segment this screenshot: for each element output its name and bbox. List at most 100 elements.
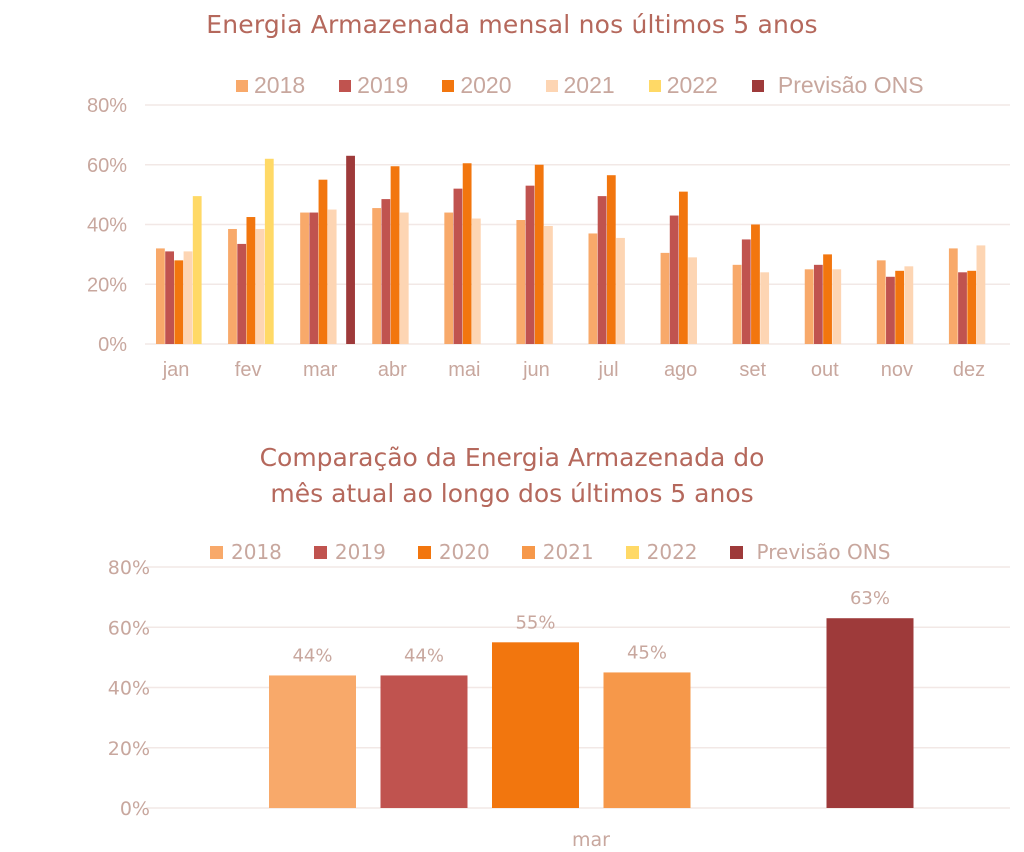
bar-2018-abr [372, 208, 382, 344]
bar-2018-dez [948, 248, 958, 344]
bar-2018-mar [269, 675, 356, 808]
bar-previsao-ons-mar [826, 618, 914, 808]
bar-2018-set [732, 264, 742, 344]
bar-2019-jan [165, 251, 174, 344]
legend-label: Previsão ONS [777, 72, 924, 98]
legend-item-2019: 2019 [339, 72, 408, 99]
bar-2021-mar [327, 209, 337, 344]
x-tick-label: mar [303, 359, 338, 381]
legend-swatch-2020 [442, 79, 455, 92]
legend-label: 2021 [563, 72, 615, 98]
data-label-previsao-ons: 63% [850, 588, 890, 609]
y-tick-label: 40% [87, 215, 127, 237]
legend-label: 2019 [357, 72, 409, 98]
bar-2021-jul [616, 237, 625, 344]
y-tick-label: 0% [98, 334, 127, 356]
legend-label: 2020 [438, 540, 490, 564]
legend-item-previsao-ons: Previsão ONS [751, 72, 924, 99]
bar-2021-jun [544, 225, 553, 344]
data-label-2021: 45% [627, 642, 667, 663]
legend-item-2018: 2018 [210, 540, 282, 564]
bar-2019-dez [958, 272, 967, 344]
x-tick-label: abr [378, 359, 407, 381]
bar-2020-out [823, 254, 832, 344]
bar-2021-mai [471, 218, 481, 344]
data-label-2019: 44% [404, 645, 444, 666]
bar-2019-mar [380, 675, 468, 808]
bar-2019-abr [381, 199, 391, 344]
bar-2020-set [751, 224, 760, 344]
data-label-2018: 44% [292, 645, 332, 666]
bar-2019-fev [237, 243, 247, 344]
bar-2020-mai [462, 163, 472, 344]
x-tick-label: out [811, 359, 839, 381]
legend-swatch-2018 [236, 79, 248, 92]
bar-2021-set [760, 272, 770, 344]
legend-swatch-2021 [521, 545, 535, 559]
y-tick-label: 40% [108, 678, 150, 700]
bar-2022-fev [264, 158, 274, 344]
legend-swatch-previsao-ons [729, 545, 743, 559]
chart2-title: Comparação da Energia Armazenada do mês … [0, 440, 1024, 512]
bar-2020-nov [895, 270, 905, 344]
bar-2020-jul [606, 175, 616, 344]
legend-label: Previsão ONS [756, 540, 891, 564]
y-tick-label: 60% [108, 617, 150, 639]
legend-swatch-2022 [625, 545, 639, 559]
bar-2018-jan [156, 248, 165, 344]
bar-2021-mar [603, 672, 691, 808]
legend-label: 2022 [646, 540, 698, 564]
y-tick-label: 20% [108, 738, 150, 760]
bar-2018-mai [444, 212, 454, 344]
legend-item-previsao-ons: Previsão ONS [729, 540, 891, 564]
y-tick-label: 20% [87, 274, 127, 296]
bar-2021-fev [255, 228, 265, 344]
bar-2020-ago [678, 191, 688, 344]
legend-item-2019: 2019 [313, 540, 386, 564]
legend-label: 2018 [231, 540, 282, 564]
bar-2020-abr [390, 166, 400, 344]
x-tick-label: jun [522, 359, 550, 381]
legend-swatch-2020 [417, 545, 431, 559]
legend-label: 2018 [254, 72, 306, 98]
legend-label: 2021 [542, 540, 594, 564]
x-tick-label: mar [572, 829, 610, 851]
bar-2018-nov [876, 260, 886, 344]
x-tick-label: nov [881, 359, 913, 381]
legend-item-2020: 2020 [417, 540, 490, 564]
x-tick-label: jul [598, 359, 619, 381]
bar-2018-jun [516, 220, 526, 344]
bar-2020-jan [174, 260, 184, 344]
bar-2019-mai [453, 188, 463, 344]
x-tick-label: set [739, 359, 766, 381]
bar-2019-set [741, 239, 751, 344]
bar-2019-nov [886, 276, 895, 344]
legend-swatch-previsao-ons [751, 79, 764, 92]
bar-2020-fev [246, 217, 256, 344]
x-tick-label: jan [162, 359, 190, 381]
legend-item-2018: 2018 [236, 72, 305, 99]
y-tick-label: 0% [120, 798, 150, 820]
x-tick-label: dez [953, 359, 985, 381]
bar-2020-dez [967, 270, 977, 344]
bar-2019-jul [597, 196, 607, 344]
bar-2018-mar [300, 212, 309, 344]
legend-label: 2020 [460, 72, 512, 98]
monthly-bar-chart: 0% 20% 40% 60% 80% jan fev mar abr mai jun jul ago se… [87, 95, 1010, 381]
bar-2020-jun [534, 164, 544, 344]
bar-2019-out [813, 264, 823, 344]
chart2-legend: 2018 2019 2020 2021 2022 Previsão ONS [210, 540, 922, 564]
bar-2021-out [832, 269, 842, 344]
x-tick-label: ago [664, 359, 697, 381]
legend-swatch-2019 [313, 545, 327, 559]
bar-2019-mar [309, 212, 319, 344]
bar-previsao-ons-mar [346, 155, 355, 344]
bar-2021-ago [688, 257, 697, 344]
y-tick-label: 80% [108, 557, 150, 579]
bar-2018-out [804, 269, 814, 344]
chart2-title-line-1: Comparação da Energia Armazenada do [259, 443, 765, 472]
bar-2018-fev [228, 228, 237, 344]
legend-swatch-2018 [210, 545, 223, 559]
y-tick-label: 80% [87, 95, 127, 117]
bar-2022-jan [192, 196, 202, 344]
